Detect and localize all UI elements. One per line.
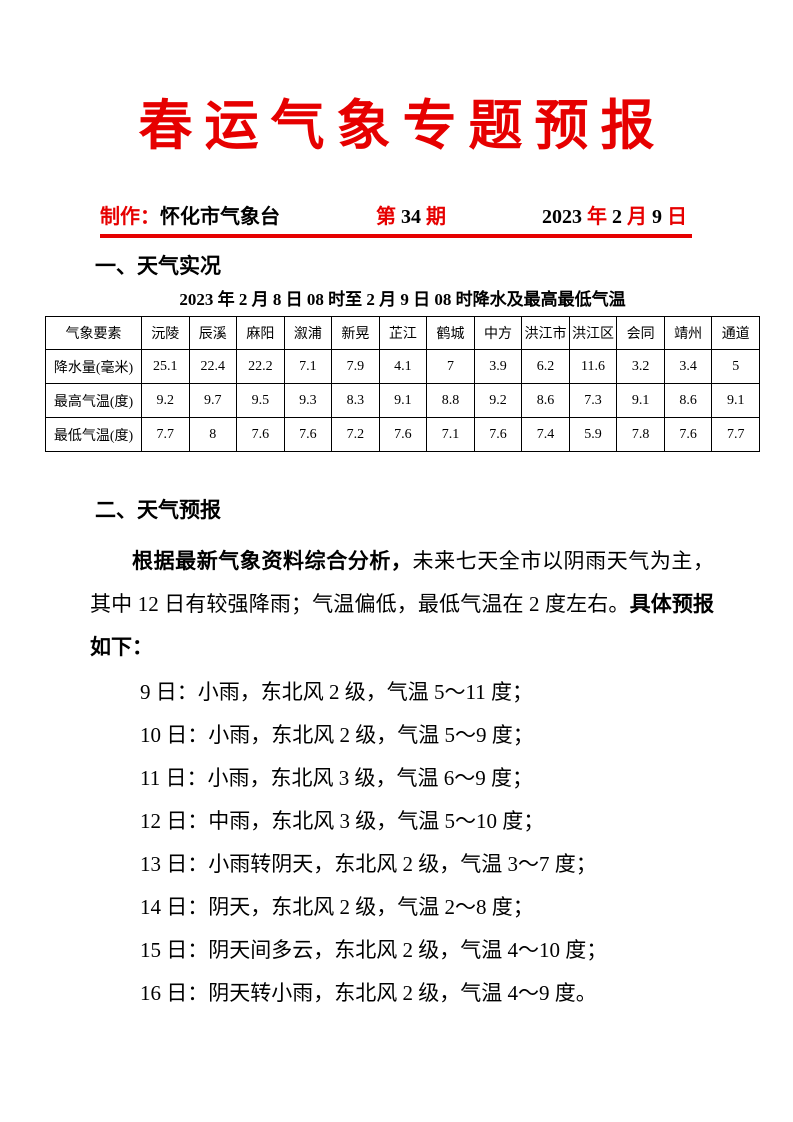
table-header-cell: 通道 xyxy=(711,316,760,350)
row-label-cell: 最高气温(度) xyxy=(45,383,142,418)
section1-heading: 一、天气实况 xyxy=(95,254,221,278)
table-header-cell: 气象要素 xyxy=(45,316,142,350)
table-header-cell: 麻阳 xyxy=(236,316,285,350)
forecast-line: 10 日：小雨，东北风 2 级，气温 5～9 度； xyxy=(140,723,534,747)
producer-name: 怀化市气象台 xyxy=(160,206,280,228)
table-cell: 3.2 xyxy=(616,349,665,384)
table-cell: 9.7 xyxy=(188,383,238,418)
para-body: 未来七天全市以阴雨天气为主，其中 12 日有较强降雨；气温偏低，最低气温在 2 … xyxy=(90,549,714,616)
producer-label: 制作： xyxy=(100,206,160,228)
table-cell: 7.6 xyxy=(473,417,523,452)
table-cell: 11.6 xyxy=(568,349,618,384)
meta-row: 制作：怀化市气象台 第 34 期 2023 年 2 月 9 日 xyxy=(100,200,692,229)
table-cell: 8.6 xyxy=(521,383,570,418)
table-cell: 7.2 xyxy=(331,417,380,452)
table-header-row: 气象要素 沅陵 辰溪 麻阳 溆浦 新晃 芷江 鹤城 中方 洪江市 洪江区 会同 靖州 通道 xyxy=(45,316,760,350)
forecast-line: 11 日：小雨，东北风 3 级，气温 6～9 度； xyxy=(140,766,533,790)
forecast-line: 16 日：阴天转小雨，东北风 2 级，气温 4～9 度。 xyxy=(140,981,597,1005)
table-body: 降水量(毫米) 25.1 22.4 22.2 7.1 7.9 4.1 7 3.9 6.2 11.6 3… xyxy=(45,349,760,452)
forecast-line: 13 日：小雨转阴天，东北风 2 级，气温 3～7 度； xyxy=(140,852,597,876)
table-cell: 9.1 xyxy=(378,383,428,418)
forecast-line: 15 日：阴天间多云，东北风 2 级，气温 4～10 度； xyxy=(140,938,608,962)
table-row: 降水量(毫米) 25.1 22.4 22.2 7.1 7.9 4.1 7 3.9 6.2 11.6 3… xyxy=(45,349,760,384)
table-header-cell: 中方 xyxy=(473,316,523,350)
doc-title: 春运气象专题预报 xyxy=(138,96,667,156)
table-cell: 7.1 xyxy=(283,349,333,384)
table-cell: 8 xyxy=(188,417,238,452)
table-header-cell: 沅陵 xyxy=(141,316,190,350)
table-title: 2023 年 2 月 8 日 08 时至 2 月 9 日 08 时降水及最高最低… xyxy=(179,290,626,309)
table-cell: 9.1 xyxy=(616,383,665,418)
red-divider xyxy=(100,234,692,238)
table-cell: 6.2 xyxy=(521,349,570,384)
table-cell: 9.3 xyxy=(283,383,333,418)
table-header-cell: 靖州 xyxy=(663,316,713,350)
table-header-cell: 洪江区 xyxy=(568,316,618,350)
table-cell: 7.6 xyxy=(378,417,428,452)
table-header-cell: 鹤城 xyxy=(426,316,475,350)
table-cell: 7.1 xyxy=(426,417,475,452)
table-row: 最低气温(度) 7.7 8 7.6 7.6 7.2 7.6 7.1 7.6 7.4 5.9 7.8 7.… xyxy=(45,417,760,452)
para-opening-bold: 根据最新气象资料综合分析， xyxy=(132,549,413,573)
section2-heading: 二、天气预报 xyxy=(95,498,221,522)
forecast-paragraph: 根据最新气象资料综合分析，未来七天全市以阴雨天气为主，其中 12 日有较强降雨；… xyxy=(90,540,714,669)
table-cell: 7.6 xyxy=(663,417,713,452)
row-label-cell: 最低气温(度) xyxy=(45,417,142,452)
forecast-line: 9 日：小雨，东北风 2 级，气温 5～11 度； xyxy=(140,680,533,704)
issue-date: 2023 年 2 月 9 日 xyxy=(542,206,687,228)
table-cell: 7.9 xyxy=(331,349,380,384)
table-cell: 7.3 xyxy=(568,383,618,418)
table-cell: 7.8 xyxy=(616,417,665,452)
producer: 制作：怀化市气象台 xyxy=(100,200,280,229)
forecast-line: 14 日：阴天，东北风 2 级，气温 2～8 度； xyxy=(140,895,534,919)
table-header-cell: 会同 xyxy=(616,316,665,350)
table-cell: 3.9 xyxy=(473,349,523,384)
table-header-cell: 辰溪 xyxy=(188,316,238,350)
table-cell: 22.2 xyxy=(236,349,285,384)
table-cell: 7 xyxy=(426,349,475,384)
table-cell: 4.1 xyxy=(378,349,428,384)
row-label-cell: 降水量(毫米) xyxy=(45,349,142,384)
table-cell: 22.4 xyxy=(188,349,238,384)
table-header-cell: 芷江 xyxy=(378,316,428,350)
table-cell: 8.3 xyxy=(331,383,380,418)
table-cell: 9.2 xyxy=(473,383,523,418)
table-cell: 9.5 xyxy=(236,383,285,418)
weather-table: 气象要素 沅陵 辰溪 麻阳 溆浦 新晃 芷江 鹤城 中方 洪江市 洪江区 会同 靖州 通道 降水量(毫米)… xyxy=(45,316,760,452)
table-cell: 7.6 xyxy=(283,417,333,452)
table-cell: 5.9 xyxy=(568,417,618,452)
table-cell: 3.4 xyxy=(663,349,713,384)
issue-number: 第 34 期 xyxy=(376,206,446,228)
table-cell: 8.8 xyxy=(426,383,475,418)
table-cell: 7.7 xyxy=(141,417,190,452)
forecast-list: 9 日：小雨，东北风 2 级，气温 5～11 度； 10 日：小雨，东北风 2 级… xyxy=(140,671,793,1015)
table-header-cell: 溆浦 xyxy=(283,316,333,350)
table-cell: 7.6 xyxy=(236,417,285,452)
para-closing-bold: 具体预报如下： xyxy=(90,592,715,659)
table-cell: 8.6 xyxy=(663,383,713,418)
table-header-cell: 新晃 xyxy=(331,316,380,350)
table-cell: 25.1 xyxy=(141,349,190,384)
table-header-cell: 洪江市 xyxy=(521,316,570,350)
forecast-line: 12 日：中雨，东北风 3 级，气温 5～10 度； xyxy=(140,809,545,833)
table-cell: 7.4 xyxy=(521,417,570,452)
table-row: 最高气温(度) 9.2 9.7 9.5 9.3 8.3 9.1 8.8 9.2 8.6 7.3 9.1… xyxy=(45,383,760,418)
table-cell: 9.2 xyxy=(141,383,190,418)
table-cell: 5 xyxy=(711,349,760,384)
table-cell: 7.7 xyxy=(711,417,760,452)
table-cell: 9.1 xyxy=(711,383,760,418)
